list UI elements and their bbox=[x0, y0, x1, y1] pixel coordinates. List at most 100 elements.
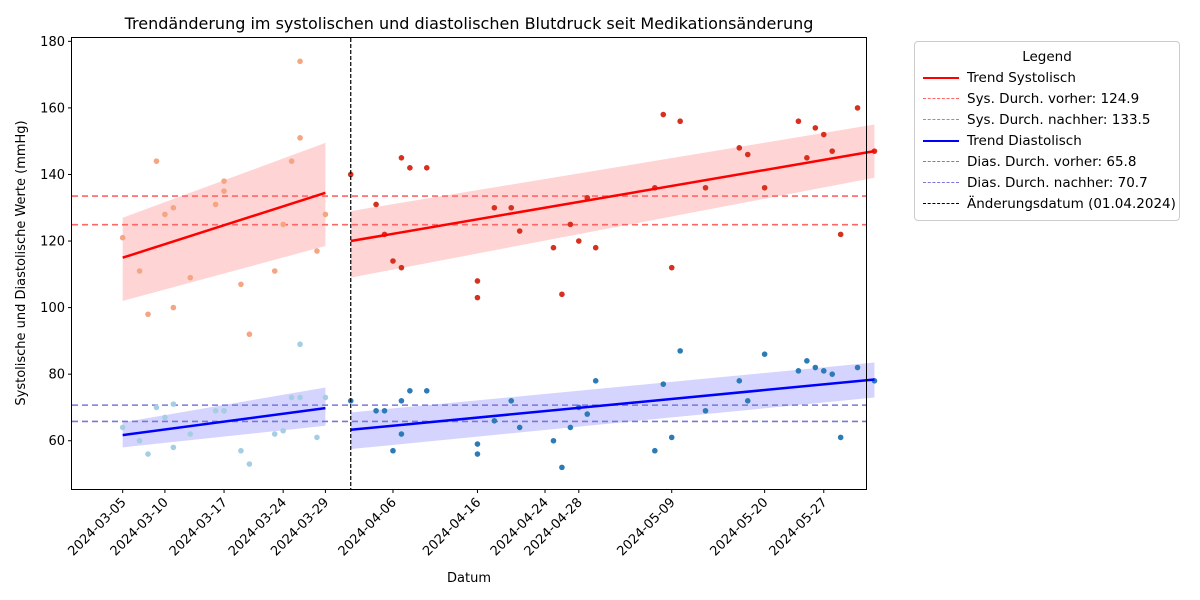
sys-before-point bbox=[297, 135, 303, 141]
y-tick-label: 60 bbox=[48, 434, 65, 449]
sys-after-point bbox=[854, 105, 861, 111]
dia-before-point bbox=[246, 461, 253, 467]
sys-after-point bbox=[592, 244, 599, 251]
sys-before-point bbox=[246, 331, 253, 338]
legend-item: Sys. Durch. vorher: 124.9 bbox=[915, 88, 1179, 109]
legend-swatch bbox=[923, 119, 959, 120]
sys-before-point bbox=[221, 178, 227, 184]
sys-after-point bbox=[407, 165, 413, 171]
sys-after-point bbox=[567, 221, 574, 228]
sys-after-point bbox=[702, 184, 709, 191]
dia-after-point bbox=[702, 407, 709, 414]
sys-before-point bbox=[297, 58, 303, 65]
chart-title: Trendänderung im systolischen und diasto… bbox=[124, 14, 814, 33]
sys-after-point bbox=[423, 165, 430, 171]
dia-after-point bbox=[652, 447, 658, 454]
sys-trend-line bbox=[122, 191, 326, 259]
y-tick-label: 160 bbox=[40, 101, 65, 116]
legend-item: Dias. Durch. nachher: 70.7 bbox=[915, 172, 1179, 193]
sys-before-point bbox=[170, 204, 177, 211]
dia-before-point bbox=[314, 434, 320, 441]
sys-after-point bbox=[736, 145, 743, 151]
sys-after-point bbox=[677, 118, 683, 125]
dia-trend-line bbox=[350, 378, 875, 431]
sys-before-point bbox=[119, 234, 126, 241]
dia-after-point bbox=[398, 397, 405, 404]
sys-after-point bbox=[795, 118, 802, 125]
sys-after-point bbox=[576, 238, 582, 244]
sys-before-point bbox=[162, 211, 168, 218]
dia-before-point bbox=[162, 414, 168, 421]
x-tick-label: 2024-04-06 bbox=[336, 495, 400, 559]
sys-after-point bbox=[660, 111, 667, 118]
dia-after-point bbox=[820, 368, 827, 374]
dia-after-point bbox=[829, 371, 836, 377]
dia-after-point bbox=[804, 358, 810, 364]
sys-before-point bbox=[280, 221, 286, 228]
legend-swatch bbox=[923, 76, 959, 79]
y-tick-label: 100 bbox=[40, 301, 65, 316]
sys-confidence-band bbox=[122, 142, 326, 301]
dia-after-point bbox=[508, 397, 515, 404]
sys-after-point bbox=[820, 131, 827, 138]
legend-label: Sys. Durch. vorher: 124.9 bbox=[967, 90, 1140, 107]
dia-before-point bbox=[212, 407, 219, 414]
dia-after-point bbox=[584, 411, 591, 417]
dia-before-point bbox=[297, 341, 303, 348]
legend-swatch bbox=[923, 139, 959, 142]
dia-after-point bbox=[423, 388, 430, 394]
dia-after-point bbox=[744, 397, 751, 404]
dia-after-point bbox=[407, 388, 413, 394]
sys-after-point bbox=[398, 155, 405, 161]
sys-before-point bbox=[136, 268, 143, 274]
legend-item: Trend Systolisch bbox=[915, 67, 1179, 88]
legend-swatch bbox=[923, 98, 959, 99]
sys-after-point bbox=[373, 201, 379, 208]
dia-after-point bbox=[491, 417, 498, 424]
sys-before-point bbox=[271, 268, 278, 274]
sys-before-point bbox=[187, 274, 194, 281]
legend-label: Trend Diastolisch bbox=[967, 132, 1082, 149]
dia-after-point bbox=[390, 447, 396, 454]
sys-after-point bbox=[829, 148, 836, 154]
sys-before-point bbox=[145, 311, 151, 318]
legend-item: Dias. Durch. vorher: 65.8 bbox=[915, 151, 1179, 172]
y-tick-label: 180 bbox=[40, 35, 65, 50]
sys-before-point bbox=[238, 281, 244, 288]
sys-after-point bbox=[761, 184, 768, 191]
sys-after-point bbox=[559, 291, 565, 298]
dia-before-point bbox=[145, 451, 151, 457]
x-tick-label: 2024-03-17 bbox=[167, 495, 231, 559]
legend-swatch bbox=[923, 203, 959, 204]
sys-after-point bbox=[804, 155, 810, 161]
sys-after-point bbox=[347, 171, 354, 178]
sys-after-point bbox=[398, 264, 405, 271]
sys-before-point bbox=[314, 248, 320, 254]
dia-trend-line bbox=[122, 406, 326, 437]
dia-after-point bbox=[837, 434, 844, 441]
legend-label: Änderungsdatum (01.04.2024) bbox=[967, 195, 1176, 212]
legend-swatch bbox=[923, 161, 959, 162]
legend-swatch bbox=[923, 182, 959, 183]
dia-after-point bbox=[550, 437, 557, 444]
dia-before-point bbox=[238, 447, 244, 454]
y-tick-label: 120 bbox=[40, 235, 65, 250]
dia-after-point bbox=[795, 368, 802, 374]
sys-before-point bbox=[221, 188, 227, 194]
dia-before-point bbox=[187, 431, 194, 437]
dia-after-point bbox=[668, 434, 675, 441]
dia-before-point bbox=[136, 437, 143, 444]
dia-before-point bbox=[288, 394, 295, 401]
legend: Legend Trend Systolisch Sys. Durch. vorhe… bbox=[914, 41, 1180, 221]
dia-after-point bbox=[812, 364, 819, 371]
y-axis-label: Systolische und Diastolische Werte (mmHg… bbox=[14, 120, 29, 405]
dia-after-point bbox=[373, 407, 379, 414]
dia-before-point bbox=[322, 394, 329, 401]
legend-title: Legend bbox=[1022, 49, 1072, 65]
sys-after-point bbox=[390, 258, 396, 264]
dia-after-point bbox=[854, 364, 861, 371]
legend-item: Änderungsdatum (01.04.2024) bbox=[915, 193, 1179, 214]
sys-before-point bbox=[322, 211, 329, 218]
sys-after-point bbox=[668, 264, 675, 271]
dia-after-point bbox=[559, 464, 565, 471]
